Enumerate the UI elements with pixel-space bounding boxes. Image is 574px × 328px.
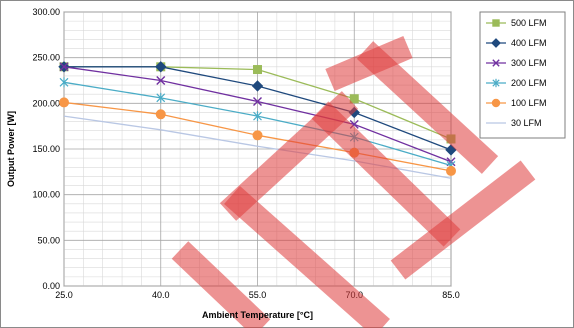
y-tick-label: 50.00 [37,235,60,245]
watermark-stroke [171,241,271,328]
data-point-marker [492,19,500,27]
legend: 500 LFM 400 LFM 300 LFM 200 LFM 100 LFM 30 LF… [479,11,566,139]
watermark-stroke [356,41,499,174]
data-point-marker [491,98,501,108]
data-point-marker [156,76,166,85]
legend-label: 300 LFM [511,58,547,68]
x-axis-title: Ambient Temperature [°C] [202,310,313,320]
data-point-marker [155,61,167,73]
legend-entry: 400 LFM [486,38,547,48]
x-tick-label: 40.0 [152,290,170,300]
data-point-marker [349,94,359,104]
watermark-stroke [311,101,461,247]
data-point-marker [492,59,500,67]
legend-entry: 30 LFM [486,118,542,128]
data-point-marker [491,38,501,48]
data-point-marker [253,65,262,75]
legend-label: 200 LFM [511,78,547,88]
y-tick-label: 0.00 [42,281,60,291]
data-point-marker [59,97,69,108]
legend-label: 100 LFM [511,98,547,108]
data-point-marker [59,77,69,88]
data-point-marker [253,111,262,122]
x-tick-label: 55.0 [249,290,267,300]
legend-entry: 200 LFM [486,78,547,88]
legend-label: 500 LFM [511,18,547,28]
data-point-marker [492,78,500,88]
data-point-marker [252,130,263,141]
data-point-marker [59,62,69,72]
data-point-marker [251,80,264,92]
data-point-marker [155,109,166,120]
y-tick-label: 150.00 [32,144,60,154]
legend-label: 400 LFM [511,38,547,48]
legend-box [479,11,566,139]
watermark-stroke [390,160,536,280]
data-point-marker [253,97,262,107]
legend-entry: 500 LFM [486,18,547,28]
watermark-logo [171,35,536,328]
y-tick-label: 250.00 [32,53,60,63]
x-tick-label: 25.0 [55,290,73,300]
series-300-lfm [59,62,456,167]
x-tick-label: 85.0 [442,290,460,300]
y-tick-label: 300.00 [32,7,60,17]
watermark-stroke [224,186,390,328]
data-point-marker [446,165,456,176]
y-tick-label: 100.00 [32,190,60,200]
legend-entry: 100 LFM [486,98,547,108]
data-point-marker [156,92,166,103]
legend-label: 30 LFM [511,118,542,128]
y-tick-label: 200.00 [32,98,60,108]
y-axis-title: Output Power [W] [6,111,16,187]
legend-entry: 300 LFM [486,58,547,68]
